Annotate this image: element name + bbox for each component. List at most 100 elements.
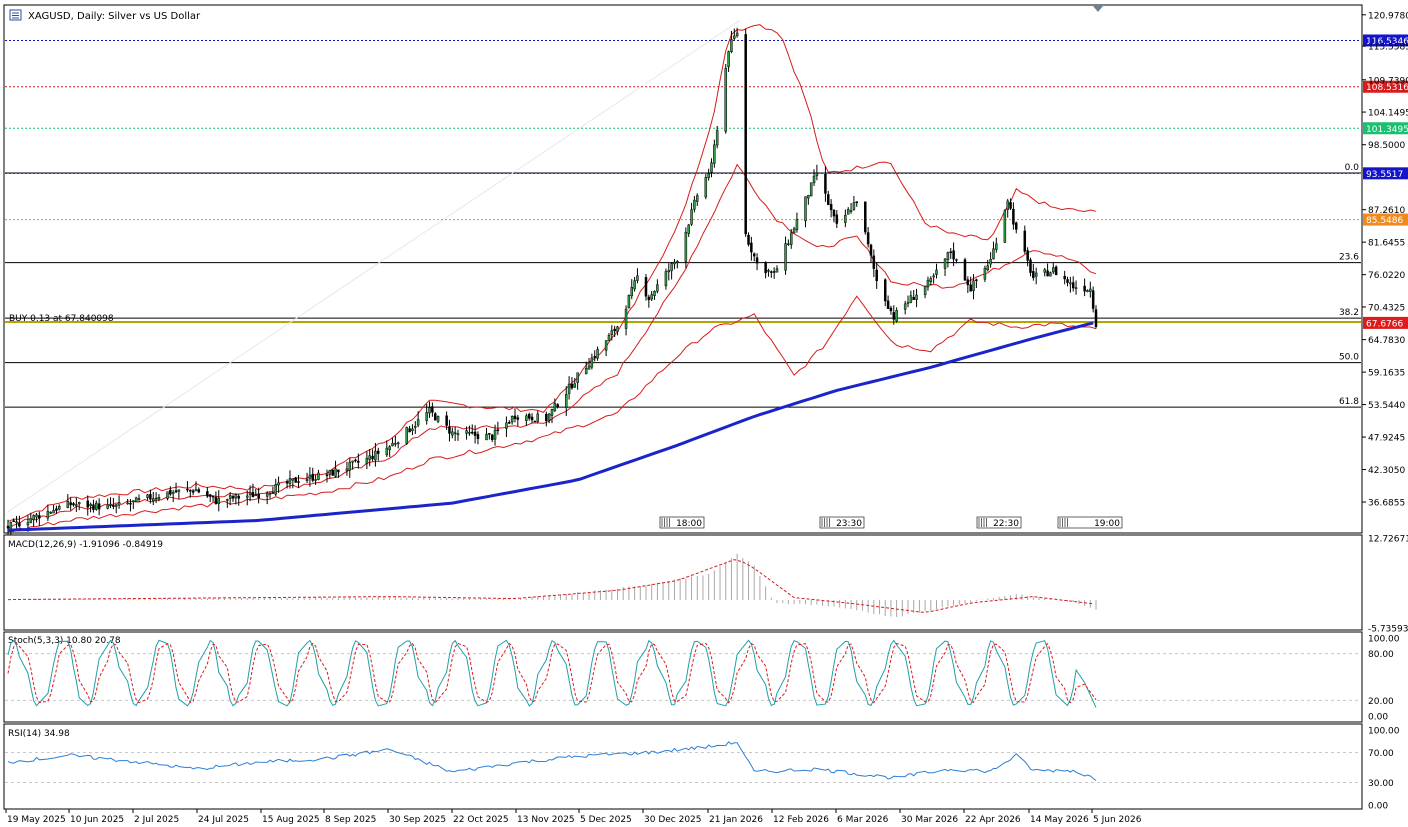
price-level-badge	[1363, 34, 1408, 47]
candle-up	[505, 422, 508, 429]
candle-up	[217, 498, 221, 504]
candle-down	[206, 491, 209, 497]
candle-down	[772, 271, 776, 273]
candle-up	[154, 497, 158, 500]
candle-down	[1066, 279, 1069, 283]
candle-up	[536, 413, 540, 422]
macd-tick-label: -5.73593	[1368, 625, 1408, 635]
macd-signal-line	[7, 559, 1094, 613]
candle-up	[693, 199, 696, 210]
fib-trend-line	[7, 20, 741, 513]
candle-up	[157, 497, 161, 500]
candle-down	[408, 428, 411, 433]
candle-up	[510, 416, 514, 423]
candle-up	[767, 269, 770, 272]
date-tick-label: 6 Mar 2026	[837, 815, 889, 825]
candle-down	[963, 259, 967, 281]
session-marker-box	[819, 516, 865, 529]
rsi-panel[interactable]	[3, 723, 1363, 810]
candle-down	[755, 257, 759, 264]
candle-up	[795, 219, 799, 230]
candle-up	[1089, 288, 1092, 292]
candle-up	[730, 39, 733, 53]
candle-up	[707, 173, 710, 178]
candle-down	[1012, 208, 1015, 225]
price-tick-label: 76.0220	[1368, 271, 1405, 281]
candle-up	[992, 248, 995, 260]
session-marker-box	[1057, 516, 1123, 529]
candle-up	[929, 278, 933, 283]
candle-up	[804, 196, 807, 222]
candle-down	[72, 503, 75, 506]
candle-up	[789, 232, 793, 245]
chart-shift-marker[interactable]	[1093, 6, 1103, 12]
candle-up	[485, 433, 488, 441]
candle-down	[866, 232, 870, 245]
candle-down	[875, 269, 878, 281]
stochastic-main-line	[7, 639, 1097, 708]
candle-down	[448, 426, 451, 434]
candle-up	[1074, 287, 1078, 289]
candle-down	[325, 474, 329, 476]
candle-up	[451, 431, 454, 436]
candle-up	[137, 498, 141, 500]
candle-down	[513, 415, 517, 419]
macd-panel[interactable]	[3, 534, 1363, 631]
candle-up	[265, 493, 269, 497]
candle-up	[77, 502, 81, 505]
candle-up	[670, 263, 673, 272]
candle-up	[394, 443, 397, 445]
candle-up	[268, 492, 272, 495]
price-tick-label: 59.1635	[1368, 369, 1405, 379]
candle-up	[177, 489, 181, 492]
candle-up	[226, 499, 229, 501]
price-panel[interactable]	[3, 4, 1363, 534]
candle-up	[844, 214, 847, 223]
candle-up	[616, 326, 619, 332]
price-level-badge	[1363, 167, 1408, 180]
candle-up	[95, 502, 98, 510]
candle-down	[496, 429, 500, 432]
price-level-label: 67.6766	[1366, 319, 1403, 329]
candle-down	[892, 312, 896, 320]
price-level-badge	[1363, 80, 1408, 93]
candle-down	[129, 502, 132, 505]
price-level-label: 85.5486	[1366, 216, 1403, 226]
candle-up	[228, 495, 232, 499]
candle-down	[297, 481, 300, 483]
candle-up	[852, 202, 856, 210]
candle-up	[733, 35, 736, 39]
stochastic-panel[interactable]	[3, 631, 1363, 723]
candle-down	[1029, 259, 1032, 273]
date-tick-label: 5 Dec 2025	[580, 815, 632, 825]
moving-average-200-line	[7, 321, 1094, 532]
candle-down	[214, 497, 218, 504]
candle-up	[926, 279, 930, 288]
price-tick-label: 53.5440	[1368, 401, 1405, 411]
candle-down	[331, 469, 334, 476]
candle-down	[966, 279, 970, 286]
candle-down	[613, 328, 616, 332]
candle-up	[317, 472, 320, 480]
candle-up	[194, 489, 198, 492]
stochastic-signal-line	[7, 642, 1097, 704]
candle-up	[604, 340, 608, 351]
candle-down	[952, 250, 955, 260]
rsi-line	[7, 741, 1097, 781]
candle-down	[311, 473, 315, 481]
rsi-tick-label: 70.00	[1368, 749, 1394, 759]
candle-up	[687, 224, 690, 234]
price-level-label: 93.5517	[1366, 170, 1403, 180]
candle-down	[1083, 285, 1086, 292]
candle-down	[445, 415, 448, 426]
candle-up	[690, 209, 693, 225]
candle-up	[1086, 290, 1089, 293]
date-tick-label: 21 Jan 2026	[709, 815, 763, 825]
candle-down	[6, 525, 10, 529]
price-level-label: 116.5346	[1366, 37, 1408, 47]
price-tick-label: 81.6455	[1368, 239, 1405, 249]
candle-down	[570, 383, 574, 389]
candle-up	[117, 502, 121, 506]
candle-up	[696, 195, 699, 202]
